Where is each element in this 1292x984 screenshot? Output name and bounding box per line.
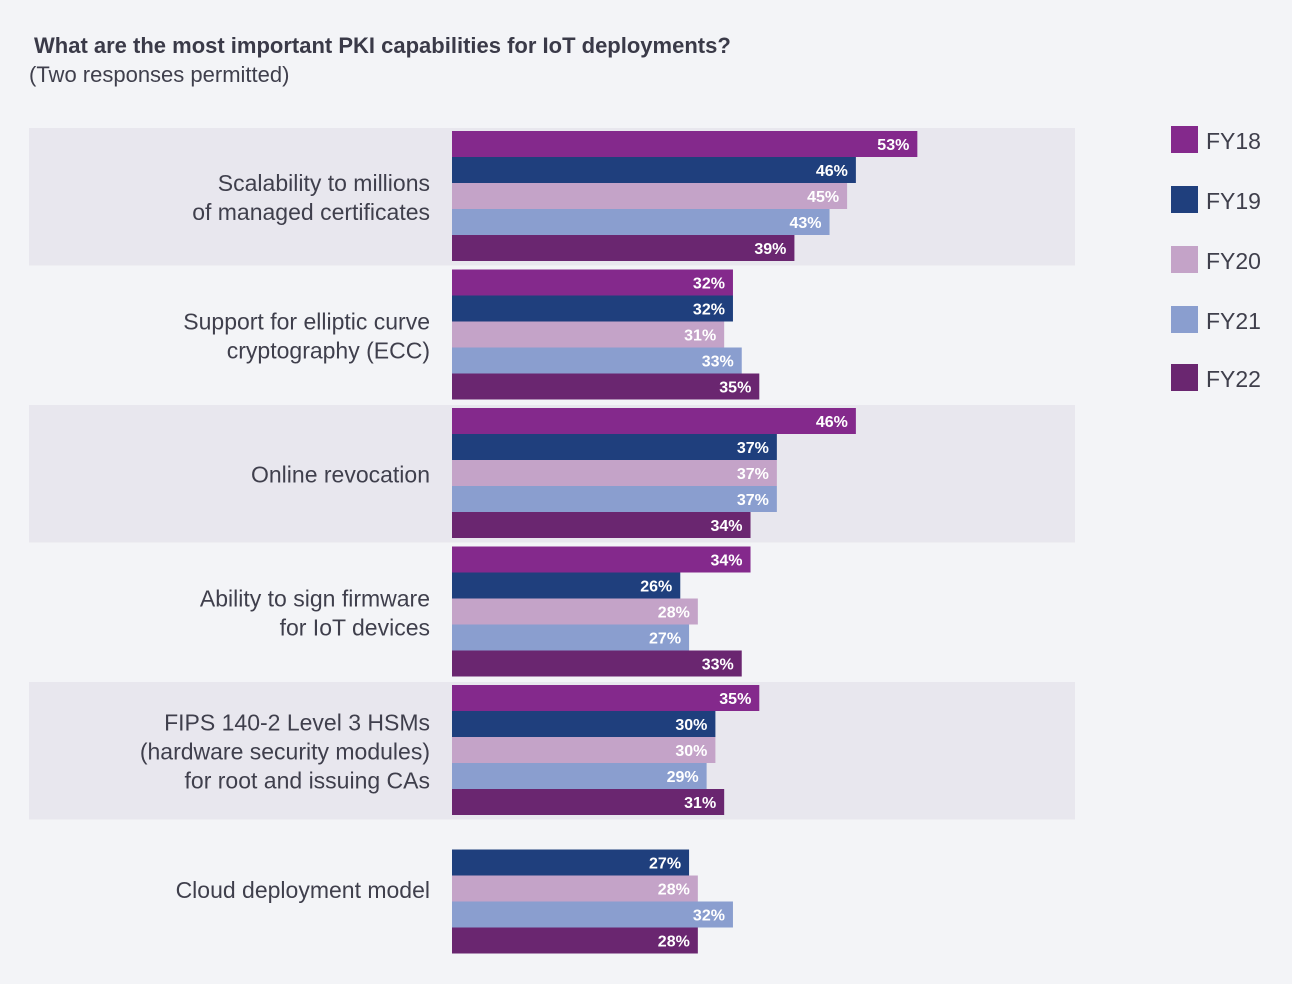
legend-label: FY22: [1206, 366, 1261, 392]
data-label: 30%: [675, 717, 707, 734]
category-label: Support for elliptic curve cryptography (…: [183, 308, 430, 363]
bar-fy20: [452, 875, 698, 902]
bar-fy22: [452, 235, 795, 261]
bar-fy20: [452, 737, 716, 763]
data-label: 28%: [658, 934, 690, 951]
data-label: 32%: [693, 302, 725, 319]
bar-fy18: [452, 546, 751, 573]
legend-swatch: [1171, 306, 1198, 333]
data-label: 46%: [816, 163, 848, 180]
data-label: 29%: [667, 769, 699, 786]
data-label: 27%: [649, 631, 681, 648]
data-label: 28%: [658, 605, 690, 622]
data-label: 31%: [684, 328, 716, 345]
legend-swatch: [1171, 186, 1198, 213]
data-label: 33%: [702, 354, 734, 371]
data-label: 34%: [710, 518, 742, 535]
data-label: 32%: [693, 276, 725, 293]
bar-fy22: [452, 789, 725, 815]
data-label: 43%: [790, 215, 822, 232]
category-label: Online revocation: [251, 461, 430, 487]
bar-fy21: [452, 486, 777, 512]
data-label: 33%: [702, 657, 734, 674]
data-label: 35%: [719, 691, 751, 708]
data-label: 28%: [658, 882, 690, 899]
data-label: 53%: [877, 137, 909, 154]
bar-fy21: [452, 209, 830, 235]
bar-fy18: [452, 269, 733, 296]
legend-swatch: [1171, 126, 1198, 153]
legend-label: FY18: [1206, 128, 1261, 154]
data-label: 46%: [816, 414, 848, 431]
bar-fy20: [452, 183, 848, 209]
bar-fy18: [452, 408, 856, 434]
data-label: 26%: [640, 579, 672, 596]
bar-fy21: [452, 624, 690, 651]
bar-fy21: [452, 901, 733, 928]
bar-fy19: [452, 849, 690, 876]
bar-fy22: [452, 373, 760, 400]
data-label: 32%: [693, 908, 725, 925]
data-label: 37%: [737, 440, 769, 457]
bar-fy20: [452, 460, 777, 486]
bar-fy19: [452, 711, 716, 737]
bar-fy19: [452, 295, 733, 322]
category-label: Scalability to millions of managed certif…: [192, 170, 430, 225]
chart-title: What are the most important PKI capabili…: [34, 33, 731, 58]
data-label: 31%: [684, 795, 716, 812]
bar-fy22: [452, 512, 751, 538]
bar-fy18: [452, 131, 918, 157]
bar-fy19: [452, 157, 856, 183]
bar-fy22: [452, 650, 742, 677]
bar-fy19: [452, 434, 777, 460]
data-label: 35%: [719, 380, 751, 397]
category-label: Ability to sign firmware for IoT devices: [200, 585, 430, 640]
legend-label: FY19: [1206, 188, 1261, 214]
bar-fy19: [452, 572, 681, 599]
category-label: Cloud deployment model: [176, 877, 430, 903]
legend-swatch: [1171, 246, 1198, 273]
chart-subtitle: (Two responses permitted): [29, 62, 290, 87]
bar-fy18: [452, 685, 760, 711]
data-label: 45%: [807, 189, 839, 206]
bar-fy20: [452, 598, 698, 625]
data-label: 39%: [754, 241, 786, 258]
data-label: 27%: [649, 856, 681, 873]
legend-label: FY21: [1206, 308, 1261, 334]
legend-swatch: [1171, 364, 1198, 391]
data-label: 30%: [675, 743, 707, 760]
data-label: 37%: [737, 492, 769, 509]
bar-fy21: [452, 763, 707, 789]
bar-fy21: [452, 347, 742, 374]
category-label: FIPS 140-2 Level 3 HSMs (hardware securit…: [140, 709, 430, 793]
bar-fy20: [452, 321, 725, 348]
legend-label: FY20: [1206, 248, 1261, 274]
data-label: 34%: [710, 553, 742, 570]
data-label: 37%: [737, 466, 769, 483]
bar-fy22: [452, 927, 698, 954]
